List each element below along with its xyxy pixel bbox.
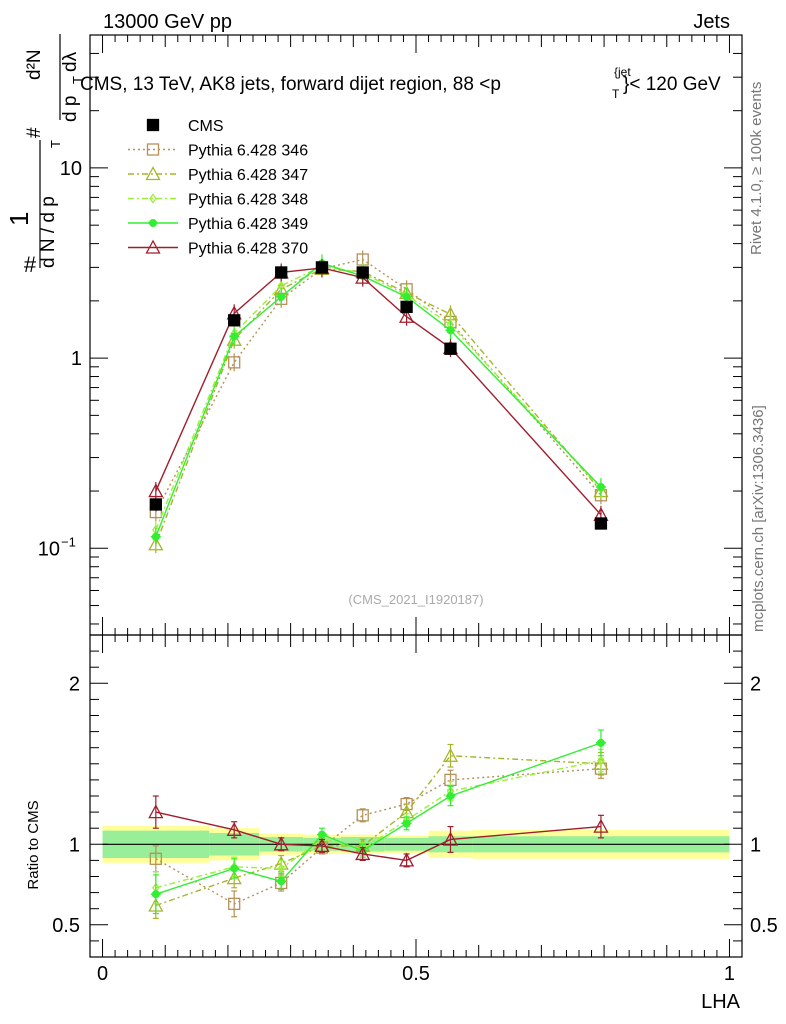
- ratio-point-2-2: [277, 863, 286, 874]
- main-ytick-label-0: 10: [38, 538, 60, 560]
- ratio-line-2: [155, 759, 602, 889]
- ratio-point-4-2: [273, 836, 289, 851]
- ratio-point-4-5: [399, 852, 415, 867]
- series-point-0-1: [228, 356, 241, 369]
- ratio-point-1-1: [226, 870, 242, 885]
- main-y-axis-label: # 1 d N / d p T # d²N d p T dλ: [4, 34, 85, 277]
- main-ytick-label-2: 10: [60, 158, 82, 180]
- ratio-ytick-label-left-1: 1: [69, 834, 80, 856]
- xtick-label-0: 0: [97, 963, 108, 985]
- ratio-series: [148, 729, 609, 919]
- main-series: [148, 250, 609, 554]
- ratio-point-4-4: [355, 846, 371, 861]
- ratio-point-2-7: [597, 755, 605, 766]
- legend-label-3: Pythia 6.428 348: [188, 192, 308, 209]
- data-point-7: [594, 517, 608, 530]
- legend-marker-1: [146, 143, 160, 156]
- data-point-5: [400, 300, 413, 314]
- category-label: Jets: [693, 11, 730, 33]
- xtick-label-1: 0.5: [402, 963, 430, 985]
- y-label-d2N: d²N: [24, 49, 45, 80]
- ratio-ytick-label-left-2: 2: [69, 673, 80, 695]
- ratio-line-0: [155, 767, 601, 905]
- ratio-uncertainty-bands: [102, 825, 730, 863]
- ratio-point-4-0: [148, 804, 164, 819]
- ratio-ytick-label-right-0: 0.5: [750, 915, 778, 937]
- energy-label: 13000 GeV pp: [103, 11, 232, 33]
- ratio-point-0-4: [356, 809, 369, 822]
- y-label-one: 1: [4, 212, 34, 226]
- title-superscript: {jet: [614, 65, 631, 79]
- y-label-T2: T: [70, 76, 85, 84]
- axis-ticks: [90, 34, 742, 957]
- ratio-ytick-label-right-1: 1: [750, 834, 761, 856]
- series-point-1-0: [148, 536, 164, 551]
- data-point-1: [228, 314, 241, 327]
- legend-label-1: Pythia 6.428 346: [188, 143, 308, 160]
- analysis-watermark: (CMS_2021_I1920187): [348, 592, 483, 607]
- ratio-line-1: [155, 755, 601, 907]
- ratio-point-1-6: [442, 747, 459, 762]
- ratio-point-0-0: [149, 852, 162, 865]
- ratio-point-0-1: [228, 897, 241, 911]
- plot-title: CMS, 13 TeV, AK8 jets, forward dijet reg…: [80, 65, 721, 101]
- title-main: CMS, 13 TeV, AK8 jets, forward dijet reg…: [80, 74, 501, 95]
- series-line-2: [155, 265, 602, 531]
- xtick-label-2: 1: [724, 963, 735, 985]
- ratio-point-4-6: [442, 831, 459, 846]
- y-label-dN: d N / d p: [38, 196, 59, 268]
- series-line-3: [155, 262, 602, 538]
- ratio-y-label: Ratio to CMS: [25, 800, 42, 889]
- y-label-dpT: d p: [60, 96, 81, 122]
- series-line-4: [155, 267, 602, 516]
- ratio-point-4-7: [593, 818, 609, 833]
- y-label-T1: T: [48, 140, 63, 148]
- legend-label-2: Pythia 6.428 347: [188, 167, 308, 184]
- ratio-line-3: [155, 742, 602, 895]
- legend: CMS Pythia 6.428 346 Pythia 6.428 347 Pythi…: [128, 118, 308, 258]
- y-label-dlambda: dλ: [60, 51, 81, 72]
- ratio-plot-frame: [89, 634, 743, 958]
- data-point-2: [275, 266, 288, 279]
- legend-marker-3: [149, 193, 157, 204]
- ratio-line-4: [155, 811, 602, 862]
- mcplots-label: mcplots.cern.ch [arXiv:1306.3436]: [750, 405, 767, 632]
- y-label-hash-2: #: [24, 127, 45, 138]
- data-point-3: [315, 261, 329, 274]
- legend-label-4: Pythia 6.428 349: [188, 216, 308, 233]
- legend-label-0: CMS: [188, 118, 224, 135]
- main-ytick-sup-0: −1: [61, 534, 76, 549]
- series-line-1: [155, 268, 602, 545]
- ratio-ytick-label-left-0: 0.5: [52, 915, 80, 937]
- title-end: }< 120 GeV: [623, 74, 721, 95]
- series-point-4-0: [148, 483, 164, 498]
- series-line-0: [155, 258, 602, 513]
- legend-label-5: Pythia 6.428 370: [188, 241, 308, 258]
- title-subscript: T: [612, 87, 620, 101]
- series-point-4-5: [399, 308, 415, 323]
- data-point-4: [356, 266, 369, 279]
- ratio-point-4-3: [314, 838, 330, 853]
- legend-marker-5: [145, 239, 161, 254]
- legend-marker-2: [145, 166, 161, 181]
- ratio-ytick-label-right-2: 2: [750, 673, 761, 695]
- data-point-0: [149, 498, 162, 511]
- rivet-label: Rivet 4.1.0, ≥ 100k events: [748, 82, 765, 255]
- y-label-hash-1: #: [24, 252, 37, 277]
- ratio-point-4-1: [226, 821, 242, 836]
- x-axis-label: LHA: [701, 991, 741, 1013]
- legend-marker-0: [146, 118, 160, 132]
- data-point-6: [444, 342, 457, 355]
- main-ytick-label-1: 1: [71, 348, 82, 370]
